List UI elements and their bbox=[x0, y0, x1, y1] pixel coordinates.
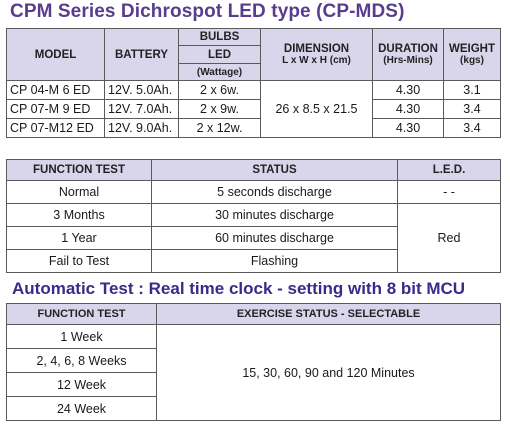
table-row: 1 Year 60 minutes discharge bbox=[6, 226, 501, 250]
led-cell: 2 x 6w. bbox=[178, 80, 261, 100]
table-row: Normal 5 seconds discharge - - bbox=[6, 180, 501, 204]
model-cell: CP 07-M 9 ED bbox=[6, 99, 105, 119]
function-cell: Normal bbox=[6, 180, 152, 204]
function-cell: 3 Months bbox=[6, 203, 152, 227]
header-weight-label: WEIGHT bbox=[449, 43, 495, 55]
model-cell: CP 07-M12 ED bbox=[6, 118, 105, 138]
status-cell: 60 minutes discharge bbox=[151, 226, 398, 250]
spec-table: MODEL BATTERY BULBS DIMENSION L x W x H … bbox=[6, 28, 501, 138]
header-duration-unit: (Hrs-Mins) bbox=[383, 55, 433, 66]
function-cell: Fail to Test bbox=[6, 249, 152, 273]
table-row: Fail to Test Flashing bbox=[6, 249, 501, 273]
function-cell: 24 Week bbox=[6, 396, 157, 421]
weight-cell: 3.1 bbox=[443, 80, 501, 100]
duration-cell: 4.30 bbox=[372, 118, 444, 138]
led-cell: 2 x 12w. bbox=[178, 118, 261, 138]
function-cell: 1 Week bbox=[6, 324, 157, 349]
status-cell: 5 seconds discharge bbox=[151, 180, 398, 204]
header-function-test: FUNCTION TEST bbox=[6, 159, 152, 181]
header-dimension-label: DIMENSION bbox=[283, 43, 350, 55]
duration-cell: 4.30 bbox=[372, 99, 444, 119]
weight-cell: 3.4 bbox=[443, 118, 501, 138]
status-cell: 30 minutes discharge bbox=[151, 203, 398, 227]
model-cell: CP 04-M 6 ED bbox=[6, 80, 105, 100]
function-test-table: FUNCTION TEST STATUS L.E.D. Normal 5 sec… bbox=[6, 159, 501, 273]
led-cell: 2 x 9w. bbox=[178, 99, 261, 119]
table-row: CP 07-M 9 ED 12V. 7.0Ah. 2 x 9w. 4.30 3.… bbox=[6, 99, 501, 119]
function-cell: 12 Week bbox=[6, 372, 157, 397]
header-led: L.E.D. bbox=[397, 159, 501, 181]
header-dimension-unit: L x W x H (cm) bbox=[282, 55, 351, 66]
header-weight: WEIGHT (kgs) bbox=[443, 28, 501, 81]
table-row: 3 Months 30 minutes discharge Red bbox=[6, 203, 501, 273]
header-bulbs: BULBS bbox=[178, 28, 261, 46]
header-led: LED bbox=[178, 45, 261, 64]
table-row: CP 04-M 6 ED 12V. 5.0Ah. 2 x 6w. 26 x 8.… bbox=[6, 80, 501, 138]
function-cell: 1 Year bbox=[6, 226, 152, 250]
function-cell: 2, 4, 6, 8 Weeks bbox=[6, 348, 157, 373]
table-row: 12 Week bbox=[6, 372, 501, 397]
status-cell: Flashing bbox=[151, 249, 398, 273]
automatic-test-title: Automatic Test : Real time clock - setti… bbox=[12, 279, 466, 298]
battery-cell: 12V. 7.0Ah. bbox=[104, 99, 179, 119]
header-dimension: DIMENSION L x W x H (cm) bbox=[260, 28, 373, 81]
header-battery: BATTERY bbox=[104, 28, 179, 81]
led-red-cell: Red bbox=[397, 203, 501, 273]
header-duration: DURATION (Hrs-Mins) bbox=[372, 28, 444, 81]
table-row: 2, 4, 6, 8 Weeks bbox=[6, 348, 501, 373]
battery-cell: 12V. 5.0Ah. bbox=[104, 80, 179, 100]
header-weight-unit: (kgs) bbox=[460, 55, 484, 66]
header-exercise-status: EXERCISE STATUS - SELECTABLE bbox=[156, 303, 501, 325]
table-row: 1 Week 15, 30, 60, 90 and 120 Minutes bbox=[6, 324, 501, 421]
header-wattage: (Wattage) bbox=[178, 63, 261, 81]
header-function-test: FUNCTION TEST bbox=[6, 303, 157, 325]
header-model: MODEL bbox=[6, 28, 105, 81]
exercise-status-cell: 15, 30, 60, 90 and 120 Minutes bbox=[156, 324, 501, 421]
battery-cell: 12V. 9.0Ah. bbox=[104, 118, 179, 138]
dimension-cell: 26 x 8.5 x 21.5 bbox=[260, 80, 373, 138]
weight-cell: 3.4 bbox=[443, 99, 501, 119]
page-title: CPM Series Dichrospot LED type (CP-MDS) bbox=[10, 1, 405, 22]
table-row: CP 07-M12 ED 12V. 9.0Ah. 2 x 12w. 4.30 3… bbox=[6, 118, 501, 138]
exercise-table: FUNCTION TEST EXERCISE STATUS - SELECTAB… bbox=[6, 303, 501, 421]
led-cell: - - bbox=[397, 180, 501, 204]
header-duration-label: DURATION bbox=[378, 43, 438, 55]
duration-cell: 4.30 bbox=[372, 80, 444, 100]
header-status: STATUS bbox=[151, 159, 398, 181]
table-row: 24 Week bbox=[6, 396, 501, 421]
